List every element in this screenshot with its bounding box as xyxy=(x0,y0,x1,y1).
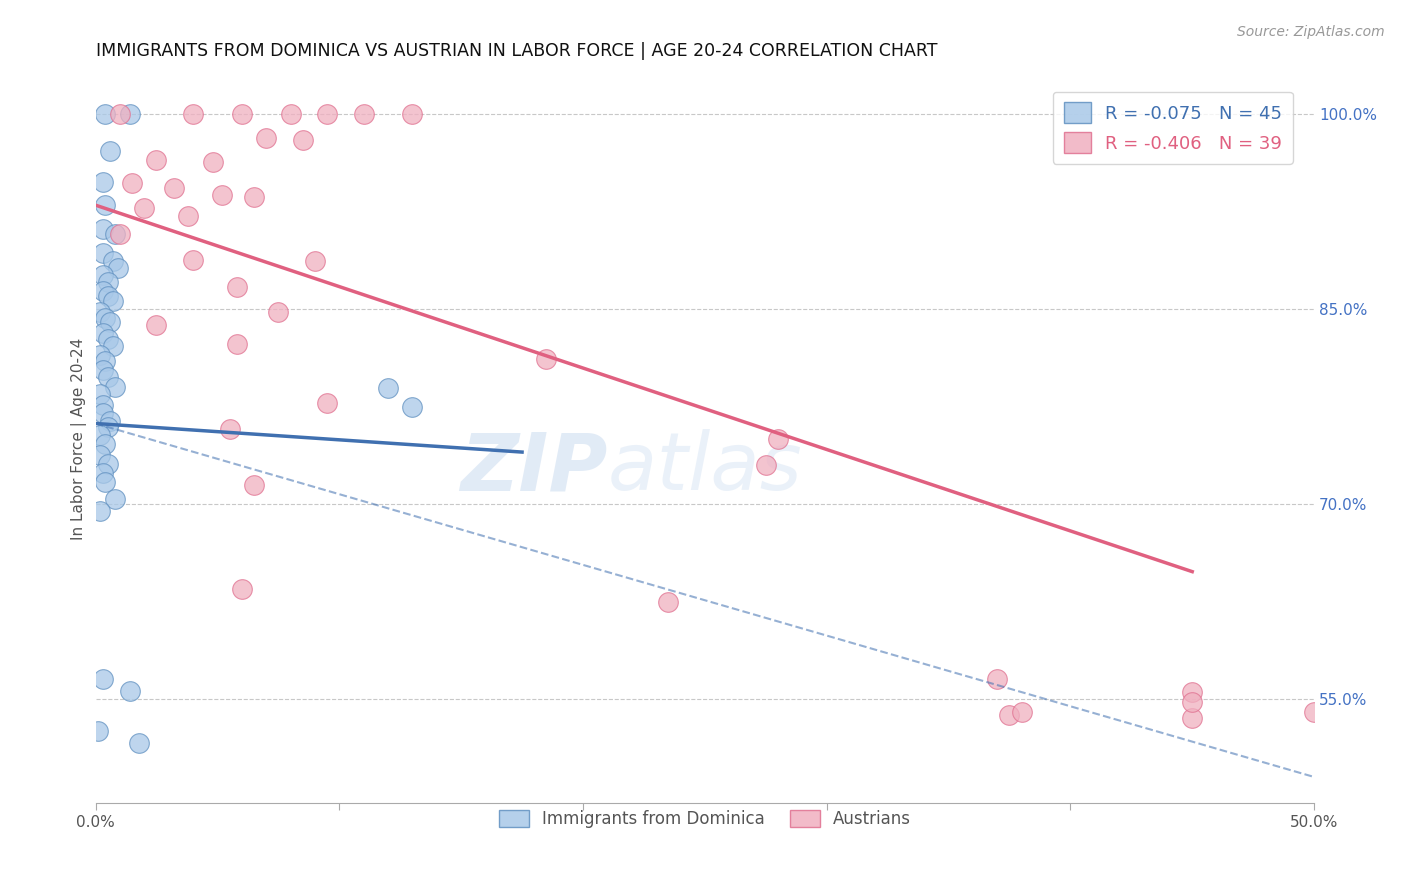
Point xyxy=(107,260,129,275)
Point xyxy=(1303,705,1326,719)
Point xyxy=(91,673,114,687)
Point xyxy=(1181,685,1204,699)
Point xyxy=(91,406,114,420)
Point xyxy=(291,133,314,147)
Point xyxy=(243,477,266,491)
Point xyxy=(755,458,778,472)
Point xyxy=(177,209,200,223)
Point xyxy=(94,198,117,212)
Point xyxy=(536,351,558,366)
Point xyxy=(211,187,233,202)
Point xyxy=(89,448,111,462)
Point xyxy=(353,107,375,121)
Point xyxy=(94,107,117,121)
Point xyxy=(98,414,121,428)
Point xyxy=(89,348,111,362)
Point xyxy=(91,284,114,298)
Point xyxy=(226,337,249,351)
Point xyxy=(304,254,326,268)
Point xyxy=(316,395,339,409)
Text: IMMIGRANTS FROM DOMINICA VS AUSTRIAN IN LABOR FORCE | AGE 20-24 CORRELATION CHAR: IMMIGRANTS FROM DOMINICA VS AUSTRIAN IN … xyxy=(96,42,936,60)
Point xyxy=(181,107,204,121)
Point xyxy=(231,582,253,596)
Point xyxy=(1181,695,1204,709)
Point xyxy=(101,254,124,268)
Point xyxy=(89,428,111,442)
Point xyxy=(181,252,204,267)
Point xyxy=(118,107,141,121)
Point xyxy=(243,190,266,204)
Point xyxy=(91,221,114,235)
Point xyxy=(218,422,240,436)
Text: atlas: atlas xyxy=(607,429,801,508)
Point xyxy=(108,107,131,121)
Point xyxy=(91,246,114,260)
Point xyxy=(162,181,184,195)
Point xyxy=(91,466,114,480)
Point xyxy=(377,381,399,395)
Point xyxy=(101,294,124,309)
Point xyxy=(94,437,117,451)
Point xyxy=(104,380,127,394)
Point xyxy=(89,386,111,401)
Legend: Immigrants from Dominica, Austrians: Immigrants from Dominica, Austrians xyxy=(492,803,918,835)
Point xyxy=(134,201,156,215)
Point xyxy=(98,315,121,329)
Point xyxy=(766,432,789,446)
Point xyxy=(280,107,302,121)
Point xyxy=(91,363,114,377)
Point xyxy=(657,594,679,608)
Point xyxy=(94,475,117,489)
Point xyxy=(998,707,1021,722)
Point xyxy=(91,175,114,189)
Point xyxy=(104,491,127,506)
Point xyxy=(91,326,114,340)
Point xyxy=(89,503,111,517)
Point xyxy=(201,155,224,169)
Point xyxy=(1011,705,1033,719)
Point xyxy=(94,311,117,326)
Point xyxy=(97,275,120,289)
Point xyxy=(104,227,127,241)
Point xyxy=(101,338,124,352)
Point xyxy=(97,457,120,471)
Point xyxy=(145,153,167,167)
Point xyxy=(89,304,111,318)
Point xyxy=(97,289,120,303)
Text: Source: ZipAtlas.com: Source: ZipAtlas.com xyxy=(1237,25,1385,39)
Point xyxy=(98,144,121,158)
Point xyxy=(91,398,114,412)
Point xyxy=(401,400,423,414)
Point xyxy=(97,369,120,384)
Point xyxy=(401,107,423,121)
Point xyxy=(118,684,141,698)
Point xyxy=(94,354,117,368)
Point xyxy=(97,420,120,434)
Point xyxy=(986,673,1008,687)
Text: ZIP: ZIP xyxy=(460,429,607,508)
Point xyxy=(231,107,253,121)
Point xyxy=(1181,711,1204,725)
Point xyxy=(87,724,110,739)
Point xyxy=(267,304,290,318)
Point xyxy=(91,268,114,283)
Point xyxy=(97,332,120,346)
Point xyxy=(226,280,249,294)
Point xyxy=(128,736,150,750)
Point xyxy=(316,107,339,121)
Y-axis label: In Labor Force | Age 20-24: In Labor Force | Age 20-24 xyxy=(72,338,87,541)
Point xyxy=(145,318,167,332)
Point xyxy=(108,227,131,241)
Point xyxy=(254,130,277,145)
Point xyxy=(121,176,143,190)
